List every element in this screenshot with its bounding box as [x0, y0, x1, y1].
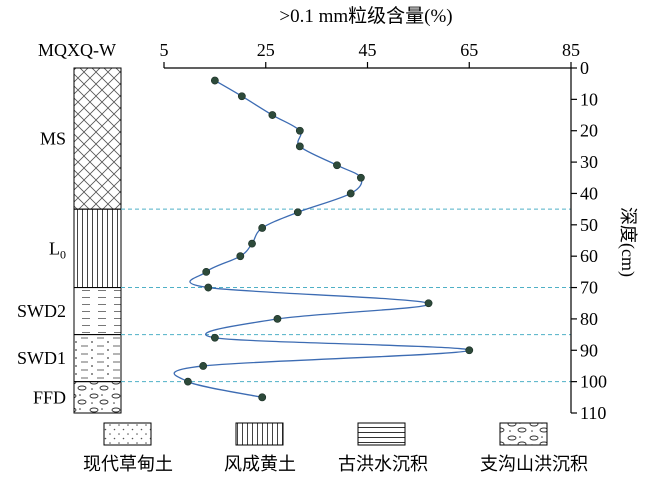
- column-layer-1: [73, 208, 122, 289]
- y-tick-label-10: 100: [580, 372, 607, 392]
- layer-label-3: SWD1: [17, 348, 66, 368]
- column-layer-3: [73, 334, 122, 383]
- x-tick-label-4: 85: [562, 40, 580, 60]
- chart-title: >0.1 mm粒级含量(%): [279, 5, 452, 27]
- x-tick-label-0: 5: [160, 40, 169, 60]
- legend-label-1: 风成黄土: [224, 454, 296, 474]
- data-point-12: [202, 267, 211, 276]
- layer-label-4: FFD: [33, 387, 66, 407]
- y-tick-label-3: 30: [580, 152, 598, 172]
- data-point-9: [258, 224, 267, 232]
- data-point-19: [184, 377, 192, 386]
- x-tick-label-3: 65: [460, 40, 478, 60]
- legend-swatch-3: [499, 422, 548, 446]
- data-point-0: [210, 76, 219, 85]
- data-point-14: [424, 299, 433, 308]
- legend-swatch-2: [357, 422, 406, 446]
- y-tick-label-8: 80: [580, 309, 598, 329]
- layer-label-2: SWD2: [17, 301, 66, 321]
- series-line-0: [173, 79, 470, 398]
- data-point-13: [204, 283, 213, 292]
- data-point-18: [199, 362, 208, 370]
- y-tick-label-4: 40: [580, 183, 598, 203]
- data-point-4: [295, 142, 304, 151]
- column-layer-2: [73, 287, 122, 336]
- column-layer-0: [73, 67, 122, 210]
- column-layer-4: [73, 381, 122, 414]
- layer-label-1: L0: [49, 238, 66, 261]
- data-point-5: [333, 161, 341, 170]
- legend-label-3: 支沟山洪沉积: [480, 454, 588, 474]
- y-tick-label-7: 70: [580, 278, 598, 298]
- y-tick-label-11: 110: [580, 403, 606, 423]
- x-tick-label-2: 45: [359, 40, 377, 60]
- x-axis: 5 25 45 65 85: [160, 40, 580, 69]
- data-point-2: [268, 111, 277, 119]
- y-tick-label-5: 50: [580, 215, 598, 235]
- x-tick-label-1: 25: [257, 40, 275, 60]
- y-tick-label-1: 10: [580, 89, 598, 109]
- data-point-8: [293, 208, 302, 217]
- y-tick-label-9: 90: [580, 340, 598, 360]
- legend-swatch-1: [235, 422, 284, 446]
- y-tick-label-0: 0: [580, 58, 589, 78]
- y-tick-label-2: 20: [580, 121, 598, 141]
- data-point-15: [273, 315, 282, 323]
- data-point-17: [465, 346, 474, 355]
- data-series: [173, 76, 474, 402]
- y-tick-label-6: 60: [580, 246, 598, 266]
- data-point-6: [356, 173, 365, 182]
- data-point-3: [295, 126, 304, 135]
- legend: 现代草甸土 风成黄土 古洪水沉积 支沟山洪沉积: [83, 422, 588, 474]
- data-point-11: [236, 252, 245, 261]
- data-point-7: [346, 189, 355, 198]
- data-point-20: [258, 393, 267, 402]
- legend-swatch-0: [103, 422, 152, 446]
- legend-label-2: 古洪水沉积: [338, 454, 428, 474]
- boundary-lines: [121, 208, 571, 383]
- data-point-10: [248, 239, 256, 248]
- layer-label-0: MS: [40, 129, 66, 149]
- profile-label: MQXQ-W: [38, 40, 116, 60]
- data-point-1: [237, 92, 246, 101]
- y-axis: 0 10 20 30 40 50 60 70 80 90 100 110: [570, 58, 607, 423]
- stratigraphic-column: [73, 67, 122, 414]
- legend-label-0: 现代草甸土: [83, 454, 173, 474]
- layer-labels: MS L0 SWD2 SWD1 FFD: [17, 129, 66, 408]
- data-point-16: [210, 333, 219, 342]
- y-axis-label: 深度(cm): [617, 207, 638, 277]
